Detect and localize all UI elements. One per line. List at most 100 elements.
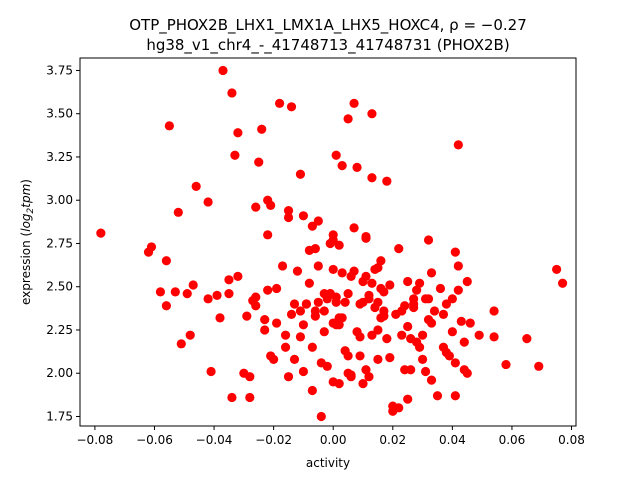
- data-point-107: [343, 114, 353, 124]
- data-point-57: [289, 354, 300, 364]
- data-point-130: [364, 290, 374, 300]
- data-point-52: [283, 206, 294, 216]
- y-axis-label-sub: 2: [26, 207, 36, 213]
- x-axis-ticks: −0.08 −0.06 −0.04 −0.02 0.00 0.02 0.04 0.06 0.08: [77, 426, 585, 447]
- data-point-35: [254, 157, 264, 167]
- data-point-142: [376, 256, 386, 266]
- data-point-114: [349, 266, 359, 276]
- data-point-181: [426, 375, 437, 385]
- data-point-21: [224, 275, 234, 285]
- y-axis-label-tpm: tpm: [19, 184, 33, 208]
- data-point-53: [283, 212, 294, 223]
- data-point-176: [420, 366, 431, 377]
- data-point-23: [227, 392, 237, 403]
- data-point-32: [251, 301, 261, 311]
- data-point-104: [337, 268, 347, 278]
- data-point-168: [409, 302, 419, 313]
- data-point-141: [373, 354, 383, 364]
- data-point-150: [385, 280, 395, 290]
- y-axis-label-log: log: [19, 213, 33, 232]
- y-tick-label: 2.75: [46, 236, 73, 250]
- data-point-82: [319, 327, 329, 337]
- data-point-51: [283, 372, 294, 382]
- y-tick-label: 2.25: [46, 323, 73, 337]
- x-tick-label: −0.02: [255, 433, 292, 447]
- y-axis-ticks: 1.75 2.00 2.25 2.50 2.75 3.00 3.25 3.50 3.75: [46, 63, 80, 423]
- data-point-205: [474, 330, 484, 340]
- data-point-38: [260, 315, 270, 325]
- data-point-135: [367, 330, 377, 340]
- data-point-67: [304, 278, 314, 288]
- data-point-25: [233, 128, 243, 138]
- data-point-30: [245, 392, 255, 403]
- data-point-44: [269, 354, 279, 364]
- x-tick-label: −0.04: [196, 433, 233, 447]
- data-point-58: [292, 266, 303, 276]
- data-point-2: [146, 242, 157, 252]
- data-point-79: [316, 411, 326, 422]
- data-point-125: [361, 365, 371, 375]
- data-point-209: [522, 334, 532, 344]
- data-point-10: [182, 289, 192, 299]
- data-point-42: [266, 200, 276, 211]
- data-point-95: [331, 292, 341, 302]
- data-point-197: [453, 261, 463, 271]
- data-point-75: [313, 297, 323, 307]
- data-point-90: [328, 264, 338, 275]
- data-point-18: [215, 313, 225, 323]
- data-point-198: [453, 285, 463, 295]
- data-point-193: [450, 247, 460, 257]
- data-point-133: [367, 278, 377, 288]
- data-point-207: [489, 332, 499, 342]
- data-point-192: [447, 327, 457, 337]
- data-point-204: [465, 318, 475, 328]
- data-point-195: [450, 391, 460, 401]
- data-point-109: [343, 289, 353, 299]
- y-axis-label-prefix: expression (: [19, 232, 33, 305]
- data-point-173: [417, 354, 428, 364]
- data-point-112: [346, 370, 356, 380]
- data-point-0: [96, 228, 106, 238]
- data-point-62: [298, 211, 309, 221]
- data-point-101: [334, 240, 344, 250]
- data-point-108: [343, 351, 353, 361]
- data-point-191: [447, 294, 457, 304]
- data-point-29: [245, 372, 255, 382]
- data-point-156: [394, 403, 404, 413]
- data-point-9: [176, 339, 186, 349]
- x-tick-label: −0.08: [77, 433, 114, 447]
- data-point-64: [298, 366, 309, 377]
- chart-subtitle: hg38_v1_chr4_-_41748713_41748731 (PHOX2B…: [146, 36, 509, 55]
- data-point-149: [382, 334, 392, 344]
- data-point-187: [438, 309, 449, 320]
- data-point-11: [185, 330, 195, 340]
- y-tick-label: 3.50: [46, 107, 73, 121]
- data-point-159: [400, 301, 410, 311]
- data-point-22: [227, 88, 237, 98]
- data-point-40: [263, 285, 273, 295]
- data-point-115: [349, 223, 359, 233]
- data-point-163: [403, 276, 413, 287]
- data-point-200: [459, 337, 469, 347]
- data-point-70: [307, 221, 317, 231]
- data-point-121: [355, 332, 365, 342]
- data-point-3: [155, 287, 166, 297]
- data-point-56: [289, 299, 300, 309]
- data-point-196: [453, 140, 463, 150]
- data-point-180: [426, 268, 437, 278]
- data-point-19: [218, 65, 228, 76]
- data-point-171: [415, 278, 425, 288]
- data-point-119: [355, 351, 365, 361]
- data-point-33: [251, 202, 261, 212]
- data-point-55: [286, 309, 297, 320]
- data-point-161: [403, 321, 413, 332]
- y-tick-label: 3.25: [46, 150, 73, 164]
- x-axis-label: activity: [306, 456, 350, 470]
- x-tick-label: 0.02: [379, 433, 406, 447]
- data-point-81: [319, 306, 329, 316]
- y-tick-label: 3.00: [46, 193, 73, 207]
- y-axis-label-suffix: ): [19, 179, 33, 184]
- data-point-162: [403, 394, 413, 404]
